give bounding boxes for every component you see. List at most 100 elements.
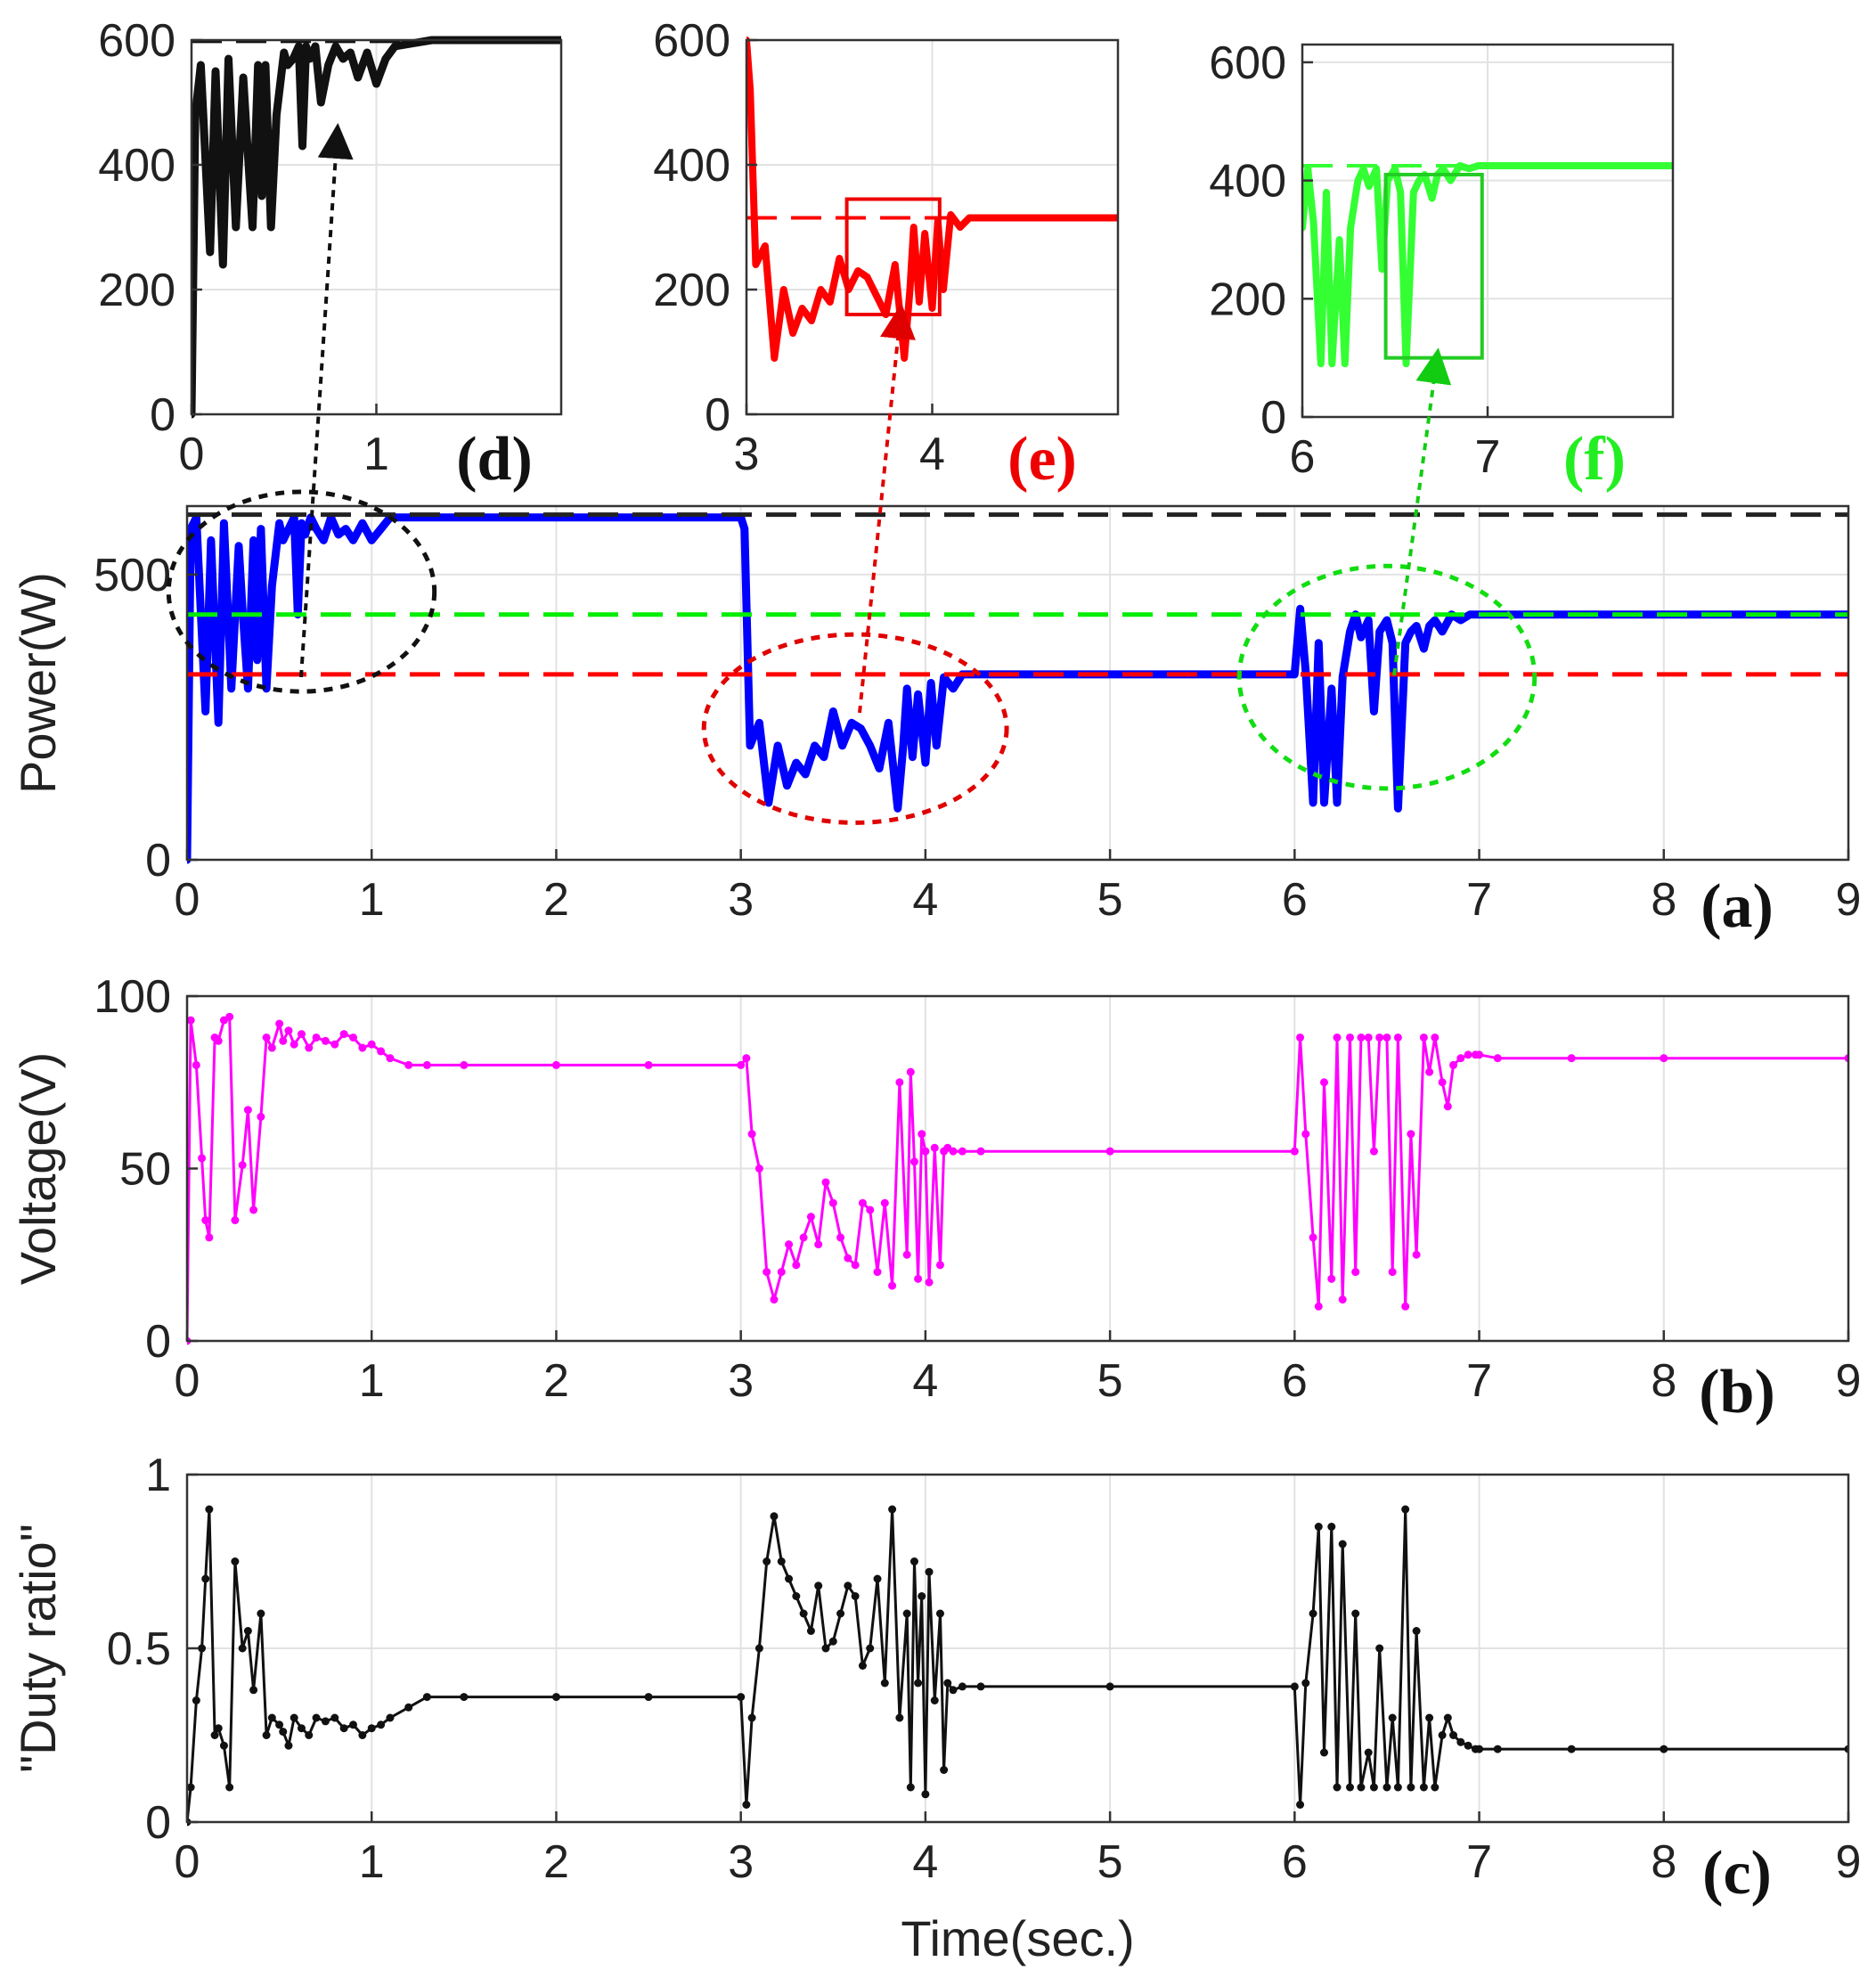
data-point xyxy=(1383,1783,1391,1792)
data-point xyxy=(297,1724,306,1733)
panel-label: (e) xyxy=(1007,425,1077,494)
data-point xyxy=(1105,1682,1114,1691)
data-point xyxy=(943,1679,952,1688)
panel-c: 0 1 2 3 4 5 6 7 8 9 0 0.5 1 "Duty ratio" Time(sec.) (c) xyxy=(10,1450,1861,1966)
data-point xyxy=(187,1016,195,1025)
data-point xyxy=(844,1581,852,1590)
data-point xyxy=(1105,1147,1114,1156)
data-point xyxy=(386,1713,395,1722)
data-point xyxy=(1567,1054,1576,1063)
data-point xyxy=(243,1627,252,1635)
data-point xyxy=(1351,1609,1360,1618)
data-point xyxy=(231,1557,240,1565)
data-point xyxy=(792,1261,801,1270)
x-tick-label: 0 xyxy=(175,1836,200,1888)
series-group xyxy=(187,512,1848,864)
data-point xyxy=(949,1686,958,1695)
panel-e: 3 4 0 200 400 600 (e) xyxy=(653,15,1120,494)
data-point xyxy=(214,1036,223,1045)
data-point xyxy=(909,1557,918,1565)
axes-frame xyxy=(185,504,1850,862)
data-point xyxy=(1364,1748,1373,1757)
data-point xyxy=(205,1233,214,1242)
data-point xyxy=(551,1693,560,1702)
x-tick-label: 6 xyxy=(1282,874,1308,926)
data-point xyxy=(799,1233,808,1242)
data-point xyxy=(770,1512,779,1521)
data-point xyxy=(1309,1233,1317,1242)
data-point xyxy=(1412,1627,1421,1635)
data-point xyxy=(192,1696,200,1704)
x-tick-label: 9 xyxy=(1836,1355,1862,1407)
data-point xyxy=(1357,1783,1366,1792)
zoom-arrows xyxy=(299,123,1452,714)
data-point xyxy=(777,1268,786,1277)
y-tick-label: 200 xyxy=(98,265,175,316)
data-point xyxy=(367,1040,376,1049)
x-axis-label: Time(sec.) xyxy=(901,1910,1134,1966)
data-point xyxy=(1401,1302,1410,1311)
data-point xyxy=(284,1741,293,1750)
data-point xyxy=(644,1693,653,1702)
data-point xyxy=(763,1268,771,1277)
data-point xyxy=(1290,1147,1299,1156)
data-point xyxy=(1327,1274,1336,1283)
data-point xyxy=(918,1592,926,1600)
data-point xyxy=(1375,1644,1384,1653)
zoom-arrow xyxy=(1392,347,1452,676)
data-point xyxy=(770,1295,779,1304)
data-point xyxy=(1346,1783,1354,1792)
data-point xyxy=(918,1130,926,1139)
data-point xyxy=(935,1261,944,1270)
data-point xyxy=(1493,1745,1502,1753)
data-point xyxy=(858,1662,867,1670)
data-point xyxy=(902,1609,911,1618)
data-point xyxy=(873,1574,882,1583)
panel-d: 0 1 0 200 400 600 (d) xyxy=(98,15,563,494)
data-point xyxy=(763,1557,771,1565)
panel-f: 6 7 0 200 400 600 (f) xyxy=(1209,37,1675,494)
data-point xyxy=(279,1728,288,1737)
data-point xyxy=(1660,1054,1668,1063)
y-tick-label: 50 xyxy=(119,1144,171,1196)
data-point xyxy=(851,1592,860,1600)
data-point xyxy=(1346,1033,1354,1042)
data-point xyxy=(1443,1713,1452,1722)
data-point xyxy=(821,1178,830,1187)
data-point xyxy=(777,1557,786,1565)
data-point xyxy=(1419,1783,1428,1792)
data-point xyxy=(1425,1067,1434,1076)
data-point xyxy=(1412,1250,1421,1259)
data-point xyxy=(792,1592,801,1600)
data-point xyxy=(267,1713,276,1722)
data-point xyxy=(305,1043,314,1052)
data-point xyxy=(1438,1078,1447,1087)
data-point xyxy=(747,1130,756,1139)
data-point xyxy=(225,1012,234,1021)
data-point xyxy=(921,1790,930,1799)
data-point xyxy=(836,1609,845,1618)
data-point xyxy=(1443,1102,1452,1111)
x-tick-label: 2 xyxy=(543,1355,569,1407)
data-point xyxy=(297,1030,306,1039)
data-point xyxy=(785,1574,794,1583)
y-tick-label: 600 xyxy=(1209,37,1286,89)
data-point xyxy=(930,1143,939,1152)
data-point xyxy=(262,1033,271,1042)
x-tick-label: 3 xyxy=(734,429,760,480)
data-point xyxy=(1357,1033,1366,1042)
x-tick-label: 8 xyxy=(1651,1355,1676,1407)
data-point xyxy=(312,1033,321,1042)
data-point xyxy=(210,1731,219,1739)
data-point xyxy=(1309,1609,1317,1618)
data-point xyxy=(737,1060,746,1069)
data-point xyxy=(349,1033,357,1042)
x-tick-label: 8 xyxy=(1651,1836,1676,1888)
data-point xyxy=(249,1686,258,1695)
data-point xyxy=(275,1720,284,1729)
data-point xyxy=(1407,1783,1415,1792)
series-group xyxy=(187,1505,1848,1827)
data-point xyxy=(909,1157,918,1166)
y-axis-label: Voltage(V) xyxy=(10,1052,66,1286)
